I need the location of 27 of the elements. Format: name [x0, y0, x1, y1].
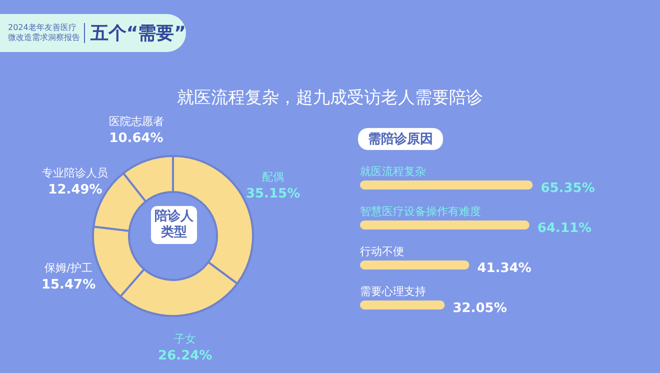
y-tick-label: 需要心理支持	[360, 285, 426, 298]
data-label: 35.15%	[246, 186, 300, 202]
data-label: 41.34%	[477, 261, 532, 276]
slice-label: 专业陪诊人员	[42, 166, 108, 180]
data-label: 26.24%	[158, 348, 212, 364]
data-label: 15.47%	[41, 277, 96, 292]
text: 五个“需要”	[90, 22, 186, 45]
slice-label: 保姆/护工	[44, 261, 92, 274]
bar	[360, 220, 530, 230]
y-tick-label: 行动不便	[360, 245, 404, 258]
chart-title: 需陪诊原因	[358, 128, 443, 150]
slice-label: 配偶	[262, 170, 284, 184]
y-tick-label: 智慧医疗设备操作有难度	[360, 205, 481, 218]
text: 就医流程复杂，超九成受访老人需要陪诊	[176, 87, 484, 109]
slice-label: 子女	[174, 332, 196, 346]
bar	[360, 260, 470, 270]
text: 2024老年友善医疗微改造需求洞察报告	[8, 23, 86, 43]
text: 陪诊人类型	[151, 206, 197, 244]
data-label: 64.11%	[537, 221, 592, 236]
bar	[360, 300, 445, 310]
data-label: 65.35%	[540, 181, 595, 196]
bar	[360, 180, 533, 190]
data-label: 10.64%	[109, 131, 164, 146]
data-label: 32.05%	[452, 301, 507, 316]
data-label: 12.49%	[48, 182, 102, 198]
slice-label: 医院志愿者	[108, 115, 164, 128]
y-tick-label: 就医流程复杂	[360, 165, 426, 178]
